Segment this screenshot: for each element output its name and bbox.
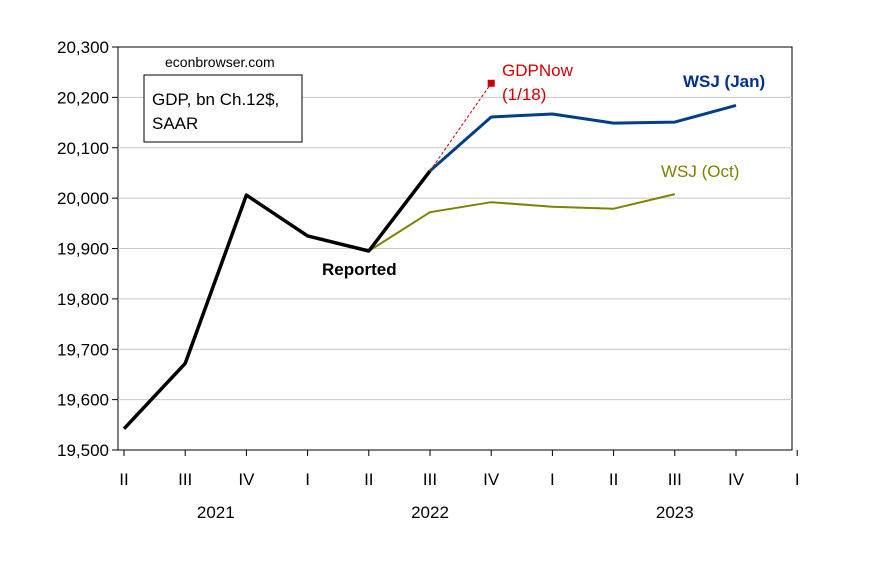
- legend-text-line-2: SAAR: [152, 114, 198, 133]
- year-label: 2023: [656, 503, 694, 522]
- x-tick-label: III: [178, 470, 192, 489]
- x-tick-label: II: [609, 470, 618, 489]
- label-wsj-oct: WSJ (Oct): [661, 162, 739, 181]
- y-tick-label: 20,200: [57, 88, 109, 107]
- label-gdpnow-date: (1/18): [502, 85, 546, 104]
- x-tick-label: III: [423, 470, 437, 489]
- x-tick-label: I: [795, 470, 800, 489]
- y-tick-label: 20,300: [57, 38, 109, 57]
- series-line-reported: [122, 169, 432, 430]
- gdpnow-marker: [487, 79, 495, 87]
- y-tick-label: 20,100: [57, 139, 109, 158]
- year-label: 2022: [411, 503, 449, 522]
- x-tick-label: I: [305, 470, 310, 489]
- x-tick-label: IV: [483, 470, 500, 489]
- y-tick-label: 19,900: [57, 240, 109, 259]
- legend-box: GDP, bn Ch.12$, SAAR: [143, 74, 303, 143]
- series-line-gdpnow: [429, 83, 492, 172]
- legend-text-line-1: GDP, bn Ch.12$,: [152, 90, 279, 109]
- label-gdpnow: GDPNow: [502, 61, 574, 80]
- source-credit: econbrowser.com: [165, 54, 275, 70]
- y-tick-label: 20,000: [57, 189, 109, 208]
- y-tick-label: 19,500: [57, 441, 109, 460]
- y-axis: 19,500 19,600 19,700 19,800 19,900 20,000 20,1…: [57, 38, 118, 460]
- y-tick-label: 19,700: [57, 340, 109, 359]
- x-tick-label: IV: [728, 470, 745, 489]
- y-tick-label: 19,800: [57, 290, 109, 309]
- label-reported: Reported: [322, 260, 397, 279]
- x-tick-label: II: [364, 470, 373, 489]
- year-label: 2021: [197, 503, 235, 522]
- x-tick-label: III: [668, 470, 682, 489]
- series-line-wsj-oct: [368, 193, 676, 252]
- series-line-wsj-jan: [429, 103, 737, 173]
- x-tick-label: I: [550, 470, 555, 489]
- legend-box-frame: [143, 74, 303, 143]
- x-tick-label: II: [119, 470, 128, 489]
- series-lines: [122, 79, 737, 430]
- label-wsj-jan: WSJ (Jan): [683, 72, 765, 91]
- x-tick-label: IV: [238, 470, 255, 489]
- y-tick-label: 19,600: [57, 391, 109, 410]
